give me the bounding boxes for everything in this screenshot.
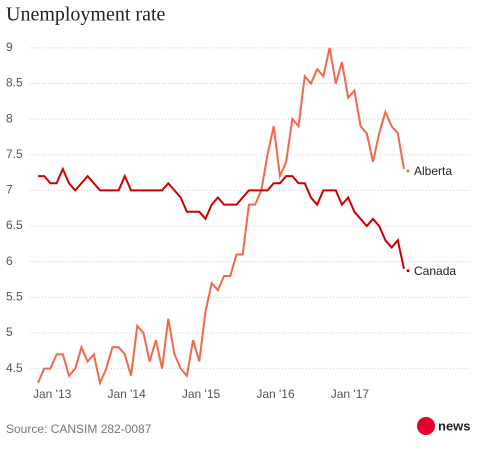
x-tick-label: Jan '13 [33,387,72,401]
x-tick-label: Jan '15 [182,387,221,401]
x-tick-label: Jan '17 [331,387,370,401]
y-tick-label: 8 [6,111,13,125]
logo-icon [417,417,435,435]
y-tick-label: 9 [6,40,13,54]
y-tick-label: 8.5 [6,76,23,90]
y-tick-label: 7 [6,183,13,197]
line [38,166,405,270]
line [37,47,405,387]
logo: news [438,418,471,433]
y-tick-label: 5.5 [6,289,23,303]
series-label: Alberta [414,164,452,178]
x-tick-label: Jan '16 [256,387,295,401]
y-tick-label: 7.5 [6,147,23,161]
y-tick-label: 6 [6,254,13,268]
y-tick-label: 5 [6,325,13,339]
y-tick-label: 4.5 [6,361,23,375]
source: Source: CANSIM 282-0087 [6,422,152,436]
x-tick-label: Jan '14 [107,387,146,401]
end-dot [406,169,410,173]
end-dot [406,269,410,273]
chart-title: Unemployment rate [6,4,166,26]
y-tick-label: 6.5 [6,218,23,232]
series-label: Canada [414,264,456,278]
